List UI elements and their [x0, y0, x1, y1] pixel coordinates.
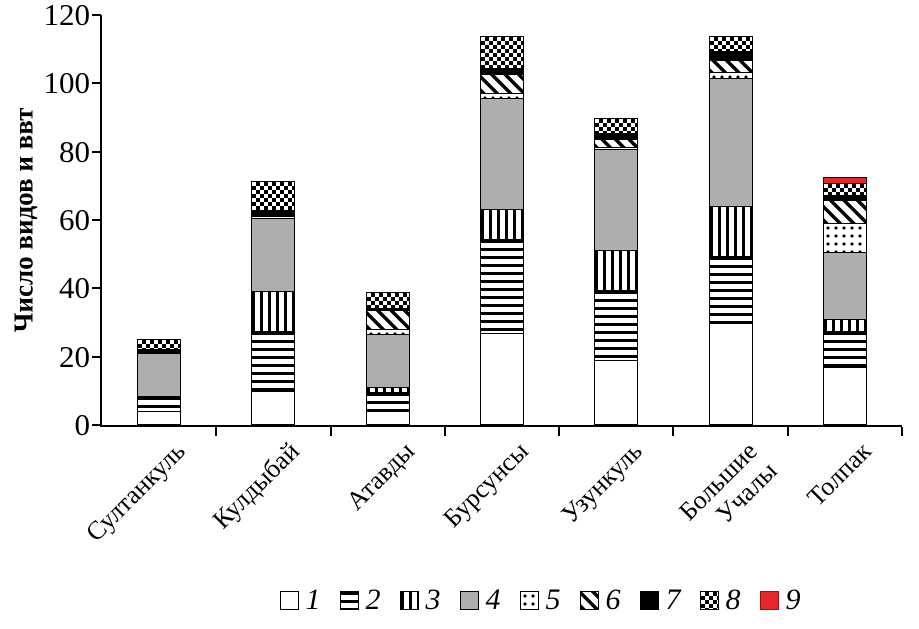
x-tick-mark [786, 427, 789, 436]
bar-segment-series-2 [594, 289, 639, 362]
bar-1 [137, 338, 182, 425]
bar-segment-series-2 [251, 330, 296, 393]
plot-area [92, 14, 903, 436]
bar-segment-series-8 [708, 35, 753, 53]
y-tick-mark [92, 287, 101, 290]
bar-segment-series-8 [365, 292, 410, 310]
legend-label: 5 [545, 583, 561, 616]
legend-item-9: 9 [759, 583, 801, 617]
legend-label: 2 [365, 583, 381, 616]
x-tick-mark [215, 427, 218, 436]
legend-label: 8 [725, 583, 741, 616]
bar-segment-series-2 [365, 392, 410, 413]
bar-segment-series-1 [137, 411, 182, 425]
bar-segment-series-4 [480, 98, 524, 211]
x-tick-mark [329, 427, 332, 436]
bar-segment-series-1 [480, 332, 524, 425]
legend: 1 2 3 4 5 6 7 8 9 [180, 583, 900, 617]
y-tick-label: 60 [59, 202, 90, 237]
legend-swatch-solid-black [639, 590, 659, 610]
bar-segment-series-1 [251, 390, 296, 425]
bar-segment-series-1 [365, 411, 410, 425]
legend-item-1: 1 [279, 583, 321, 617]
bar-segment-series-6 [822, 200, 867, 225]
bar-segment-series-4 [708, 77, 753, 208]
x-axis-labels: Султанкуль Кулдыбай Атавды Бурсунсы Узункуль… [80, 436, 900, 607]
legend-swatch-dots [519, 590, 539, 610]
legend-swatch-plain-white [279, 590, 299, 610]
legend-swatch-diagonal-stripes [579, 590, 599, 610]
bar-7 [822, 177, 867, 425]
y-tick-mark [92, 82, 101, 85]
legend-label: 9 [785, 583, 801, 616]
legend-item-2: 2 [339, 583, 381, 617]
y-tick-mark [92, 424, 101, 426]
y-tick-label: 120 [43, 0, 91, 32]
y-tick-label: 40 [59, 270, 90, 306]
y-tick-mark [92, 355, 101, 358]
y-tick-label: 80 [59, 133, 90, 169]
legend-swatch-solid-gray [459, 590, 479, 610]
bar-4 [480, 35, 524, 425]
legend-item-3: 3 [399, 583, 441, 617]
legend-label: 7 [665, 583, 681, 616]
bar-segment-series-1 [594, 360, 639, 425]
bar-segment-series-4 [822, 251, 867, 321]
y-tick-mark [92, 150, 101, 153]
bar-segment-series-3 [251, 291, 296, 333]
legend-swatch-vertical-stripes [399, 590, 419, 610]
bar-segment-series-2 [137, 395, 182, 413]
bar-segment-series-4 [594, 149, 639, 252]
y-tick-mark [92, 219, 101, 221]
legend-item-6: 6 [579, 583, 621, 617]
bar-segment-series-8 [594, 117, 639, 135]
bar-2 [251, 181, 296, 425]
legend-label: 3 [425, 583, 441, 616]
legend-label: 4 [485, 583, 501, 616]
bar-segment-series-6 [480, 73, 524, 95]
legend-swatch-checkerboard [699, 590, 719, 610]
bar-segment-series-3 [480, 209, 524, 241]
bar-segment-series-4 [365, 333, 410, 389]
bar-segment-series-2 [480, 238, 524, 335]
bar-segment-series-3 [594, 250, 639, 292]
x-tick-mark [901, 427, 903, 436]
x-tick-mark [443, 427, 446, 436]
bar-3 [365, 292, 410, 425]
legend-label: 1 [305, 583, 321, 616]
y-tick-label: 0 [74, 407, 91, 442]
bar-segment-series-6 [365, 309, 410, 331]
bar-segment-series-3 [708, 205, 753, 258]
bar-segment-series-4 [251, 217, 296, 293]
bar-segment-series-1 [708, 322, 753, 425]
bar-segment-series-8 [480, 35, 524, 70]
bar-segment-series-4 [137, 352, 182, 398]
bar-5 [594, 117, 639, 425]
bar-segment-series-2 [708, 255, 753, 324]
x-tick-mark [558, 427, 561, 436]
bar-segment-series-5 [822, 222, 867, 254]
legend-item-8: 8 [699, 583, 741, 617]
legend-swatch-horizontal-stripes [339, 590, 359, 610]
legend-item-5: 5 [519, 583, 561, 617]
legend-item-7: 7 [639, 583, 681, 617]
bar-segment-series-8 [251, 181, 296, 212]
bar-6 [708, 35, 753, 425]
x-tick-mark [672, 427, 675, 436]
y-tick-label: 20 [59, 338, 90, 374]
bar-segment-series-2 [822, 330, 867, 369]
y-tick-label: 100 [43, 65, 91, 101]
y-tick-mark [92, 14, 101, 16]
bar-segment-series-1 [822, 366, 867, 425]
legend-item-4: 4 [459, 583, 501, 617]
legend-swatch-solid-red [759, 590, 779, 610]
legend-label: 6 [605, 583, 621, 616]
